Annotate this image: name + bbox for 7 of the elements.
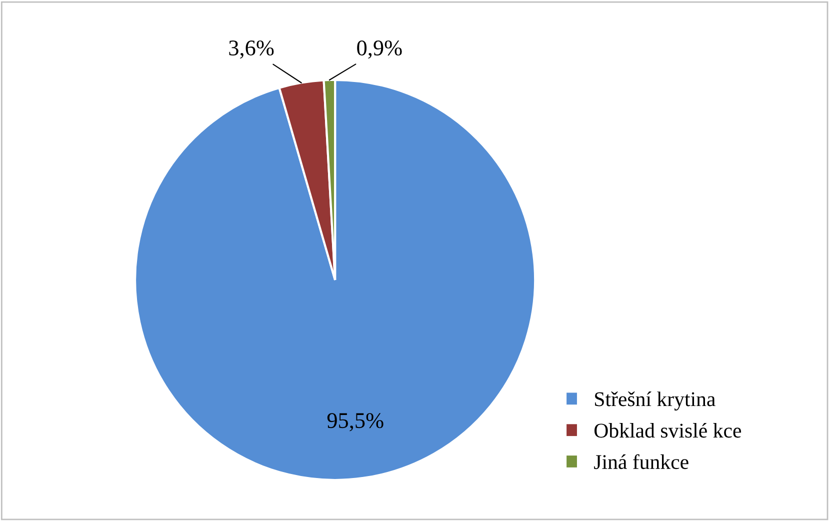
data-label: 3,6% <box>229 40 274 59</box>
pie-slice <box>134 78 536 481</box>
data-label: 95,5% <box>327 413 384 432</box>
legend-label: Obklad svislé kce <box>594 423 742 438</box>
legend-label: Střešní krytina <box>595 392 716 411</box>
data-label: 0,9% <box>357 40 402 59</box>
legend-label: Jiná funkce <box>594 454 688 470</box>
